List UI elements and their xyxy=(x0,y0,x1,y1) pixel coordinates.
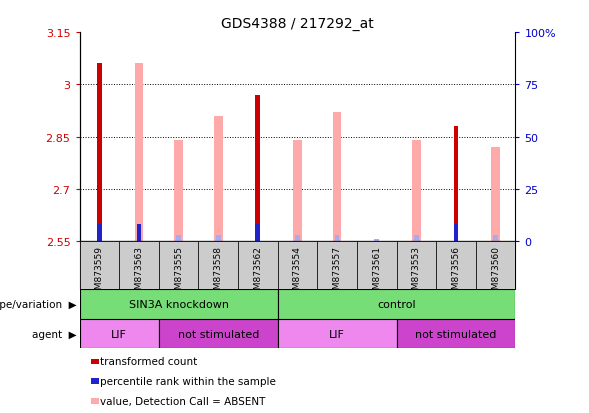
Text: not stimulated: not stimulated xyxy=(177,329,259,339)
Bar xyxy=(454,225,458,242)
Text: GSM873561: GSM873561 xyxy=(372,245,381,300)
Text: GSM873562: GSM873562 xyxy=(253,245,262,300)
Bar xyxy=(97,225,102,242)
Bar xyxy=(357,242,396,289)
Bar xyxy=(198,242,238,289)
Text: GSM873556: GSM873556 xyxy=(451,245,461,300)
Bar xyxy=(256,225,260,242)
Text: LIF: LIF xyxy=(329,329,345,339)
Bar xyxy=(454,127,458,242)
Bar xyxy=(135,64,143,242)
Bar xyxy=(277,242,317,289)
Text: GSM873553: GSM873553 xyxy=(412,245,421,300)
Bar xyxy=(80,242,119,289)
Bar xyxy=(277,319,396,349)
Bar xyxy=(159,319,277,349)
Text: GSM873559: GSM873559 xyxy=(95,245,104,300)
Text: GSM873558: GSM873558 xyxy=(214,245,223,300)
Text: control: control xyxy=(377,299,416,309)
Bar xyxy=(80,319,159,349)
Text: GSM873563: GSM873563 xyxy=(134,245,144,300)
Text: GSM873557: GSM873557 xyxy=(333,245,342,300)
Text: agent  ▶: agent ▶ xyxy=(32,329,77,339)
Bar xyxy=(414,235,419,242)
Text: GSM873560: GSM873560 xyxy=(491,245,500,300)
Bar xyxy=(396,242,436,289)
Bar xyxy=(295,235,300,242)
Text: LIF: LIF xyxy=(111,329,127,339)
Text: percentile rank within the sample: percentile rank within the sample xyxy=(100,376,276,386)
Text: not stimulated: not stimulated xyxy=(415,329,497,339)
Bar xyxy=(396,319,515,349)
Text: transformed count: transformed count xyxy=(100,356,197,366)
Bar xyxy=(374,240,379,242)
Bar xyxy=(216,235,221,242)
Bar xyxy=(159,242,198,289)
Bar xyxy=(238,242,277,289)
Bar xyxy=(436,242,476,289)
Bar xyxy=(493,235,498,242)
Text: SIN3A knockdown: SIN3A knockdown xyxy=(128,299,229,309)
Text: GSM873554: GSM873554 xyxy=(293,245,302,300)
Bar xyxy=(333,113,342,242)
Bar xyxy=(277,289,515,319)
Bar xyxy=(476,242,515,289)
Title: GDS4388 / 217292_at: GDS4388 / 217292_at xyxy=(221,17,374,31)
Bar xyxy=(97,64,102,242)
Bar xyxy=(137,225,141,242)
Bar xyxy=(317,242,357,289)
Bar xyxy=(491,148,500,242)
Text: genotype/variation  ▶: genotype/variation ▶ xyxy=(0,299,77,309)
Bar xyxy=(174,141,183,242)
Bar xyxy=(119,242,159,289)
Bar xyxy=(80,289,277,319)
Bar xyxy=(214,116,223,242)
Bar xyxy=(293,141,302,242)
Bar xyxy=(335,235,339,242)
Bar xyxy=(412,141,421,242)
Bar xyxy=(176,235,181,242)
Bar xyxy=(256,95,260,242)
Text: GSM873555: GSM873555 xyxy=(174,245,183,300)
Text: value, Detection Call = ABSENT: value, Detection Call = ABSENT xyxy=(100,396,266,406)
